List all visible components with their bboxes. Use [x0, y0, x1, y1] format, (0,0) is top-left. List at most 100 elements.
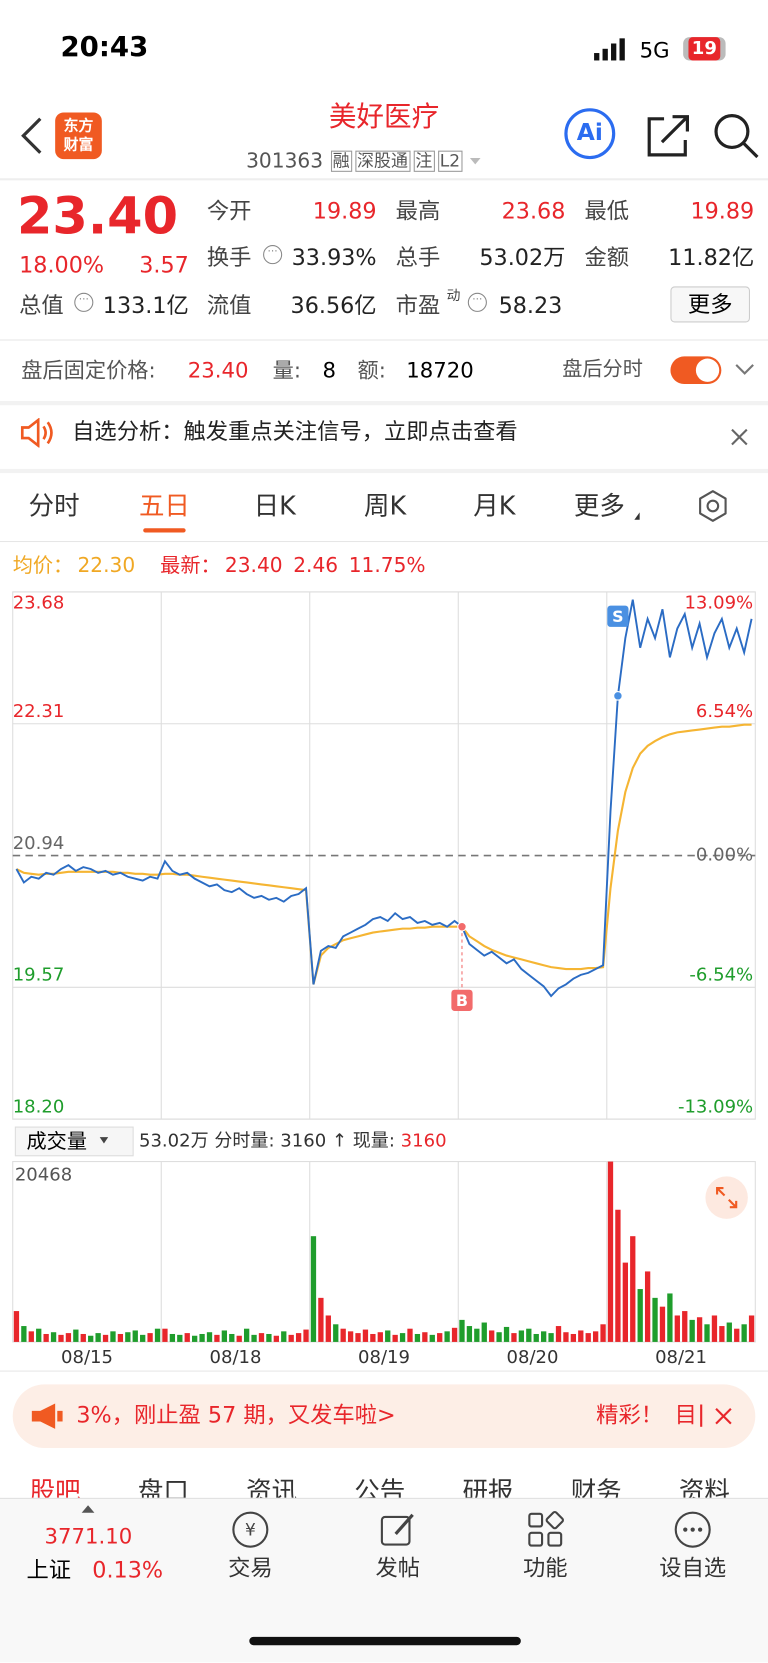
- banner-text: 3%，刚止盈 57 期，又发车啦>: [76, 1402, 396, 1428]
- index-pct[interactable]: 0.13%: [92, 1557, 164, 1583]
- price-line: [15, 599, 753, 998]
- volume-bar: [748, 1315, 755, 1342]
- volume-bar: [95, 1333, 101, 1342]
- info-icon: ···: [74, 292, 94, 312]
- volume-bar: [132, 1330, 138, 1342]
- subtab[interactable]: 公告: [354, 1476, 406, 1498]
- last-label: 最新：: [160, 553, 221, 578]
- volume-bar: [585, 1333, 591, 1342]
- expand-button[interactable]: [704, 1175, 749, 1220]
- marker-badge: [451, 989, 473, 1011]
- field-label: 流值: [206, 292, 252, 319]
- chart: 18.20 19.57 20.94 22.31 23.68 -13.09% -6.54% 0.…: [12, 591, 756, 1368]
- speaker-icon: [20, 417, 53, 448]
- volume-bar: [451, 1327, 458, 1342]
- volume-bar: [399, 1333, 406, 1342]
- field-value: 53.02万: [479, 245, 566, 271]
- price: 23.40: [16, 186, 179, 247]
- subtab[interactable]: 研报: [462, 1476, 514, 1498]
- volume-bar: [689, 1319, 695, 1342]
- y-tick-label: 18.20: [13, 1096, 65, 1117]
- volume-bar: [58, 1334, 64, 1342]
- divider: [0, 541, 768, 543]
- tab[interactable]: 更多: [573, 491, 625, 521]
- last-info: 最新： 23.40 2.46 11.75%: [160, 553, 426, 578]
- subtab[interactable]: 资讯: [246, 1476, 298, 1498]
- tab[interactable]: 周K: [363, 491, 407, 521]
- subtab[interactable]: 盘口: [137, 1476, 189, 1498]
- x-tick-label: 08/19: [358, 1347, 410, 1368]
- change-pct: 18.00%: [19, 252, 105, 278]
- volume-bar: [600, 1324, 606, 1342]
- x-tick-label: 08/15: [61, 1347, 113, 1368]
- field-value: 11.82亿: [668, 245, 755, 271]
- svg-text:¥: ¥: [245, 1521, 256, 1541]
- banner[interactable]: [12, 1384, 756, 1448]
- divider: [0, 1370, 768, 1372]
- x-tick-label: 08/20: [507, 1347, 559, 1368]
- marker-label: B: [456, 991, 468, 1010]
- battery-level: 19: [688, 37, 721, 61]
- y2-tick-label: -6.54%: [689, 965, 753, 986]
- volume-bar: [221, 1330, 228, 1342]
- settings-button[interactable]: [696, 489, 730, 523]
- volume-bar: [429, 1334, 435, 1342]
- volume-total: 53.02万: [138, 1130, 209, 1153]
- dropdown-icon: [469, 158, 481, 165]
- subtab[interactable]: 财务: [570, 1476, 622, 1498]
- y-tick-label: 20468: [15, 1164, 72, 1185]
- logo-line: 东方: [63, 117, 94, 135]
- nav-item[interactable]: 交易: [228, 1555, 273, 1581]
- afterhours-amt-label: 额:: [357, 357, 386, 383]
- volume-bar: [496, 1332, 502, 1342]
- subtab[interactable]: 资料: [678, 1476, 730, 1498]
- volume-bar: [652, 1297, 658, 1342]
- subtab[interactable]: 股吧: [29, 1476, 81, 1498]
- marker-point: [613, 691, 623, 701]
- field-value: 33.93%: [291, 245, 377, 271]
- banner-cut: 目: [675, 1404, 703, 1427]
- field-value: 58.23: [498, 292, 563, 319]
- tab[interactable]: 分时: [28, 491, 80, 521]
- notice-text[interactable]: 自选分析：触发重点关注信号，立即点击查看: [72, 419, 518, 445]
- arrow: ↑: [331, 1130, 348, 1153]
- volume-selector[interactable]: 成交量: [14, 1126, 134, 1157]
- more-button[interactable]: 更多: [670, 286, 750, 323]
- divider: [0, 339, 768, 341]
- index-name[interactable]: 上证: [26, 1557, 72, 1583]
- plot-frame: [12, 1161, 756, 1343]
- marker-point: [457, 921, 467, 932]
- nav-item[interactable]: 发帖: [375, 1555, 421, 1581]
- badge: L2: [437, 150, 463, 172]
- ai-button[interactable]: Ai: [564, 108, 616, 160]
- field-label: 总值: [19, 292, 64, 319]
- marker-badge: [607, 605, 629, 627]
- afterhours-vol: 8: [322, 357, 336, 383]
- tab[interactable]: 月K: [473, 491, 516, 521]
- close-button[interactable]: [730, 428, 749, 447]
- volume-bar: [555, 1326, 562, 1342]
- volume-bar: [644, 1271, 651, 1342]
- afterhours-price: 23.40: [187, 357, 249, 383]
- tab[interactable]: 五日: [138, 491, 190, 521]
- back-button[interactable]: [19, 117, 44, 155]
- last-pct: 11.75%: [348, 553, 426, 578]
- afterhours-amt: 18720: [406, 357, 474, 383]
- search-button[interactable]: [713, 112, 760, 159]
- field-label: 换手: [206, 245, 252, 271]
- banner-close[interactable]: [714, 1407, 733, 1426]
- volume-bar: [578, 1330, 584, 1342]
- tab[interactable]: 日K: [253, 491, 296, 521]
- afterhours-toggle[interactable]: [670, 354, 759, 386]
- volume-bar: [13, 1311, 20, 1342]
- volume-bar: [533, 1333, 539, 1342]
- volume-bar: [65, 1333, 72, 1342]
- field-value: 23.68: [501, 198, 566, 224]
- volume-bar: [43, 1333, 49, 1342]
- index-value[interactable]: 3771.10: [44, 1523, 133, 1549]
- min-vol-label: 分时量:: [214, 1130, 275, 1153]
- nav-item[interactable]: 设自选: [659, 1555, 727, 1581]
- volume-bar: [192, 1335, 198, 1342]
- share-button[interactable]: [645, 112, 692, 159]
- nav-item[interactable]: 功能: [522, 1555, 568, 1581]
